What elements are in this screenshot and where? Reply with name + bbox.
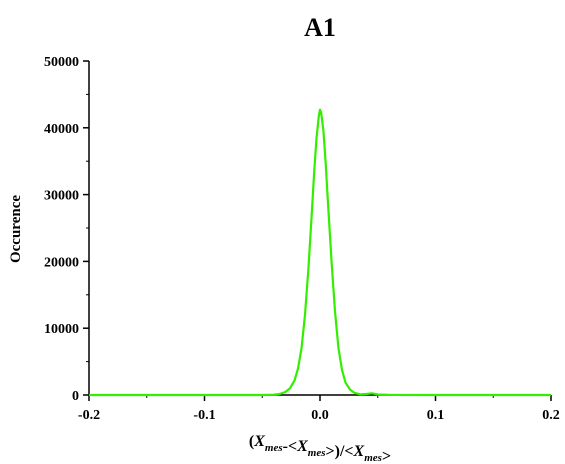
x-tick-label: 0.1 (427, 408, 445, 423)
y-tick-label: 0 (72, 389, 79, 404)
y-tick-label: 10000 (44, 322, 79, 337)
y-tick-label: 20000 (44, 255, 79, 270)
series-line (89, 108, 551, 397)
y-tick-label: 50000 (44, 55, 79, 70)
y-tick-label: 40000 (44, 122, 79, 137)
y-ticks: 0 10000 20000 30000 40000 50000 (44, 55, 89, 404)
x-tick-label: 0.2 (542, 408, 560, 423)
chart-title: A1 (304, 13, 336, 42)
y-axis-label: Occurence (8, 195, 24, 263)
x-tick-label: 0.0 (311, 408, 329, 423)
x-tick-label: -0.1 (193, 408, 215, 423)
y-tick-label: 30000 (44, 189, 79, 204)
x-tick-label: -0.2 (78, 408, 100, 423)
series-group (89, 108, 551, 397)
x-axis-label: (Xmes-<Xmes>)/<Xmes> (249, 433, 391, 464)
x-ticks: -0.2 -0.1 0.0 0.1 0.2 (78, 395, 560, 423)
